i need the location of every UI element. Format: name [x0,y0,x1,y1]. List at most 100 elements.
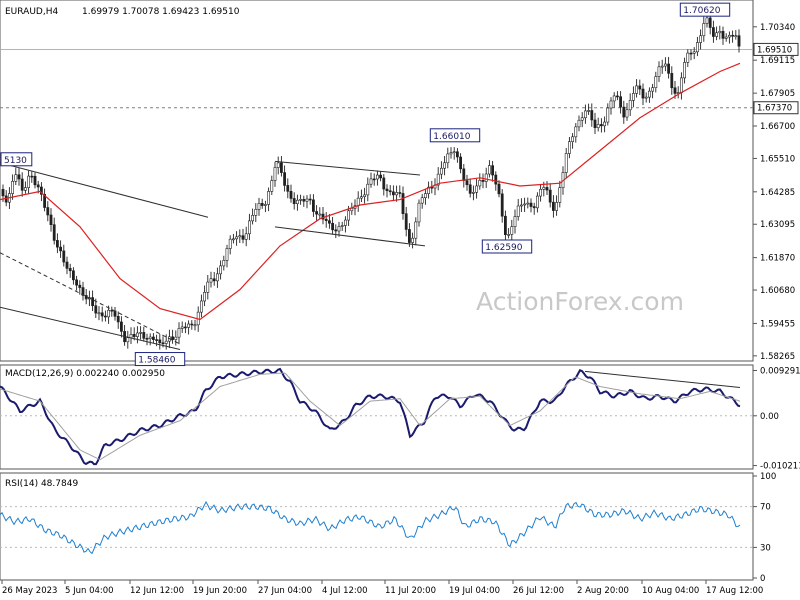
candle-body [228,238,232,249]
candle-body [180,326,184,329]
rsi-y-tick-label: 70 [760,503,771,513]
candle-body [110,309,114,312]
x-tick-label: 26 May 2023 [2,586,57,596]
candle-body [692,51,696,54]
candle-body [699,35,703,43]
candle-body [657,66,661,77]
candle-body [414,221,418,239]
candle-body [423,193,427,199]
candle-body [663,63,667,67]
candle-body [33,175,37,186]
candle-body [232,238,235,241]
ohlc-values: 1.69979 1.70078 1.69423 1.69510 [82,7,240,17]
x-tick-label: 19 Jul 04:00 [449,586,500,596]
candle-body [171,336,175,340]
macd-y-tick-label: 0.009291 [760,366,800,376]
candle-body [468,184,472,194]
candle-body [327,220,331,224]
candle-body [248,220,251,235]
candle-body [139,332,143,334]
candle-body [331,222,335,231]
candle-body [68,268,72,272]
candle-body [91,297,95,306]
candle-body [503,215,507,235]
candle-body [395,192,399,196]
candle-body [542,187,546,190]
candle-body [452,151,456,154]
candle-body [628,100,632,111]
candle-body [507,234,511,236]
candle-body [235,236,239,240]
candle-body [43,194,47,208]
candle-body [407,229,411,243]
candle-body [551,201,555,211]
candle-body [689,52,693,55]
candle-body [84,295,88,300]
candle-body [276,162,280,168]
candle-body [388,190,392,193]
candle-body [39,186,43,195]
candle-body [129,334,133,338]
candle-body [548,189,552,203]
macd-title: MACD(12,26,9) 0.002240 0.002950 [5,369,165,379]
candle-body [718,31,722,34]
candle-body [475,185,479,193]
rsi-panel-frame [0,472,754,581]
candle-body [206,281,210,293]
candle-body [625,109,629,118]
candle-body [308,198,312,201]
candle-body [638,85,642,90]
candle-body [350,208,354,212]
candle-body [622,106,626,118]
trendline-1 [0,162,209,218]
candle-body [263,204,267,206]
candle-body [27,175,31,188]
candle-body [177,328,181,338]
candle-body [190,323,194,326]
candle-body [724,36,728,39]
candle-body [36,184,40,188]
candle-body [577,119,581,128]
candle-body [411,237,415,243]
price-y-tick-label: 1.60680 [760,286,795,296]
candle-body [593,119,597,129]
x-tick-label: 4 Jul 12:00 [322,586,368,596]
trendline-5 [274,226,426,247]
x-tick-label: 2 Aug 20:00 [577,586,629,596]
price-annotation: 1.58460 [138,356,175,366]
candle-body [209,278,213,283]
rsi-y-tick-label: 30 [760,543,771,553]
candle-body [731,34,735,37]
candle-body [497,183,501,195]
candle-body [478,179,482,187]
candle-body [436,173,440,186]
candle-body [513,216,517,227]
candle-body [385,188,389,192]
candle-body [609,100,613,109]
candle-body [564,153,568,173]
candle-body [679,77,683,93]
candle-body [391,191,395,196]
candle-body [161,342,165,345]
candle-body [580,117,584,121]
candle-body [683,62,687,79]
candle-body [398,192,402,194]
candle-body [347,210,351,221]
watermark: ActionForex.com [476,287,684,316]
candle-body [216,273,219,282]
candle-body [72,270,75,281]
rsi-title: RSI(14) 48.7849 [5,479,78,489]
candle-body [155,339,159,341]
candle-body [244,233,248,240]
macd-main-line [0,367,741,466]
trendline-4 [274,160,421,176]
candle-body [612,95,616,102]
candle-body [337,226,341,232]
candle-body [225,248,229,261]
candle-body [23,187,27,191]
price-annotation: 5130 [4,156,27,166]
price-annotation-box [134,352,186,367]
price-y-tick-label: 1.63095 [760,220,795,230]
candle-body [107,309,111,318]
rsi-line [0,500,741,555]
